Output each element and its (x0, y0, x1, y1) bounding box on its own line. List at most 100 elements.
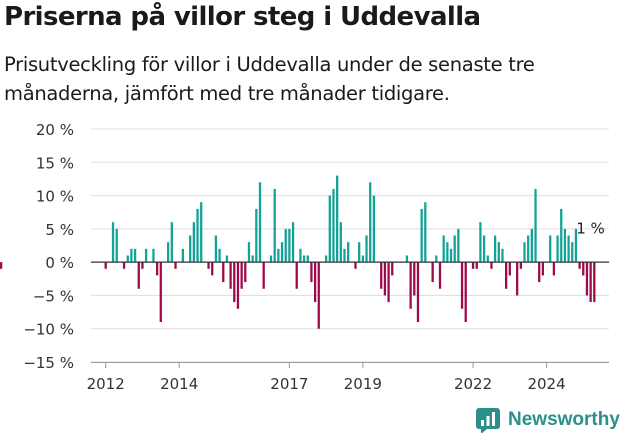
y-tick-label: 0 % (45, 254, 74, 272)
bar (196, 208, 199, 263)
page-title: Priserna på villor steg i Uddevalla (4, 2, 481, 32)
bar (556, 235, 559, 263)
bar (372, 195, 376, 263)
bar (284, 228, 287, 263)
bar (295, 262, 298, 289)
bar (299, 248, 302, 263)
bar (200, 202, 203, 263)
bar (574, 228, 578, 263)
bar (277, 248, 280, 263)
bar (313, 262, 317, 303)
bar (449, 248, 453, 263)
x-tick-label: 2022 (454, 375, 492, 393)
bar (122, 262, 126, 269)
bar (280, 242, 284, 263)
bar (497, 242, 500, 263)
x-tick-label: 2012 (87, 375, 125, 393)
bar (589, 262, 592, 303)
bar (115, 228, 118, 263)
bar (167, 242, 170, 263)
bar (383, 262, 387, 296)
bar (288, 228, 291, 263)
bar (365, 235, 368, 263)
bar (479, 222, 482, 263)
bar (387, 262, 390, 303)
bar (347, 242, 350, 263)
bar (416, 262, 420, 323)
y-tick-label: 10 % (36, 188, 74, 206)
bar (405, 255, 409, 263)
bar (269, 255, 273, 263)
x-tick-label: 2024 (527, 375, 565, 393)
bar-series (0, 175, 596, 329)
bar (380, 262, 383, 289)
bar (236, 262, 240, 309)
bar (159, 262, 162, 323)
bar (582, 262, 585, 276)
bar (174, 262, 177, 269)
bar (527, 235, 530, 263)
bar (505, 262, 508, 289)
bar (111, 222, 115, 263)
bar (244, 262, 247, 283)
bar (361, 255, 364, 263)
bar (233, 262, 236, 303)
bar (189, 235, 192, 263)
brand: Newsworthy (476, 407, 620, 433)
bar (291, 222, 295, 263)
x-axis-ticks: 2012 2014 2017 2019 2022 2024 (87, 362, 609, 393)
bar (519, 262, 522, 269)
bar (258, 182, 262, 263)
x-tick-label: 2017 (270, 375, 308, 393)
bar (336, 175, 339, 263)
bar (369, 182, 372, 263)
bar (192, 222, 196, 263)
bar (457, 228, 460, 263)
bar (424, 202, 427, 263)
bar (560, 208, 563, 263)
bar (126, 255, 129, 263)
bar (523, 242, 526, 263)
brand-name: Newsworthy (508, 409, 620, 430)
last-value-label: 1 % (576, 219, 605, 237)
bar (328, 195, 331, 263)
y-tick-label: 15 % (36, 154, 74, 172)
bar (549, 235, 552, 263)
bar (571, 242, 574, 263)
bar (475, 262, 478, 269)
bar (508, 262, 511, 276)
bar (482, 235, 486, 263)
bar (225, 255, 229, 263)
bar (438, 262, 442, 289)
bar (534, 188, 537, 263)
bar (420, 208, 423, 263)
x-tick-label: 2014 (160, 375, 198, 393)
bar (137, 262, 140, 289)
bar (207, 262, 210, 269)
bar (391, 262, 394, 276)
page-subtitle: Prisutveckling för villor i Uddevalla un… (4, 53, 535, 105)
bar (306, 255, 309, 263)
bar (516, 262, 519, 296)
bar (585, 262, 589, 296)
newsworthy-logo-icon (476, 408, 500, 433)
bar (538, 262, 541, 283)
bar (501, 248, 504, 263)
bar (358, 242, 361, 263)
bar (181, 248, 184, 263)
bar (563, 228, 567, 263)
bar (214, 235, 218, 263)
y-axis-ticks: −15 % −10 % −5 % 0 % 5 % 10 % 15 % 20 % (23, 121, 74, 372)
bar (130, 248, 133, 263)
bar (0, 262, 3, 269)
bar (530, 228, 533, 263)
y-tick-label: −10 % (23, 321, 74, 339)
bar (593, 262, 596, 303)
bar (453, 235, 456, 263)
bar (240, 262, 243, 289)
bar (317, 262, 320, 329)
bar (332, 188, 335, 263)
bar (141, 262, 144, 269)
bar (354, 262, 357, 269)
